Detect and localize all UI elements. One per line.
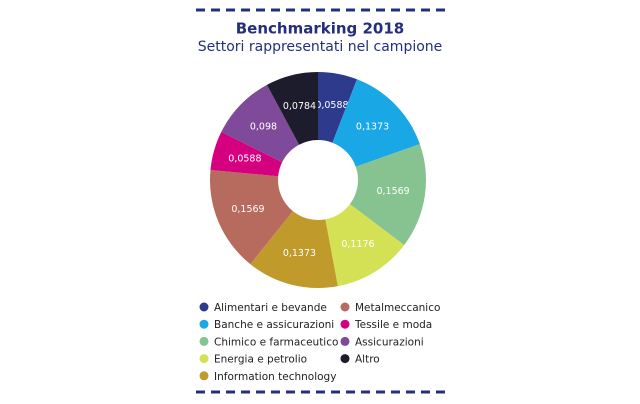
- slice: [349, 144, 426, 246]
- legend-marker: [199, 302, 209, 312]
- slice: [250, 211, 338, 288]
- legend-marker: [340, 302, 350, 312]
- legend-marker: [199, 354, 209, 364]
- legend-marker: [340, 319, 350, 329]
- chart-subtitle: Settori rappresentati nel campione: [198, 39, 443, 55]
- slice: [325, 204, 405, 287]
- legend-marker: [199, 371, 209, 381]
- slice-label: 0,1569: [376, 186, 409, 197]
- slice-label: 0,1569: [231, 204, 264, 215]
- legend-label: Chimico e farmaceutico: [214, 336, 338, 348]
- legend-label: Metalmeccanico: [355, 302, 440, 314]
- legend-label: Tessile e moda: [354, 319, 432, 331]
- slice: [210, 169, 293, 265]
- slice-label: 0,1176: [341, 239, 374, 250]
- legend-label: Altro: [355, 354, 380, 366]
- slice-label: 0,1373: [283, 248, 316, 259]
- legend-label: Information technology: [214, 371, 336, 383]
- legend-marker: [340, 336, 350, 346]
- legend-marker: [199, 336, 209, 346]
- slice-label: 0,0588: [315, 100, 348, 111]
- slice: [210, 131, 283, 177]
- slice-label: 0,0784: [283, 101, 316, 112]
- legend-label: Banche e assicurazioni: [214, 319, 334, 331]
- slice-label: 0,1373: [356, 122, 389, 133]
- chart-title: Benchmarking 2018: [236, 20, 405, 38]
- slice-label: 0,098: [250, 122, 277, 133]
- slice: [221, 84, 300, 163]
- slice: [266, 72, 318, 145]
- slice-label: 0,0588: [228, 154, 261, 165]
- slice: [318, 72, 357, 143]
- legend-label: Energia e petrolio: [214, 354, 307, 366]
- legend-label: Assicurazioni: [355, 336, 424, 348]
- legend-marker: [199, 319, 209, 329]
- slice: [332, 79, 420, 167]
- legend-marker: [340, 354, 350, 364]
- legend-label: Alimentari e bevande: [214, 302, 327, 314]
